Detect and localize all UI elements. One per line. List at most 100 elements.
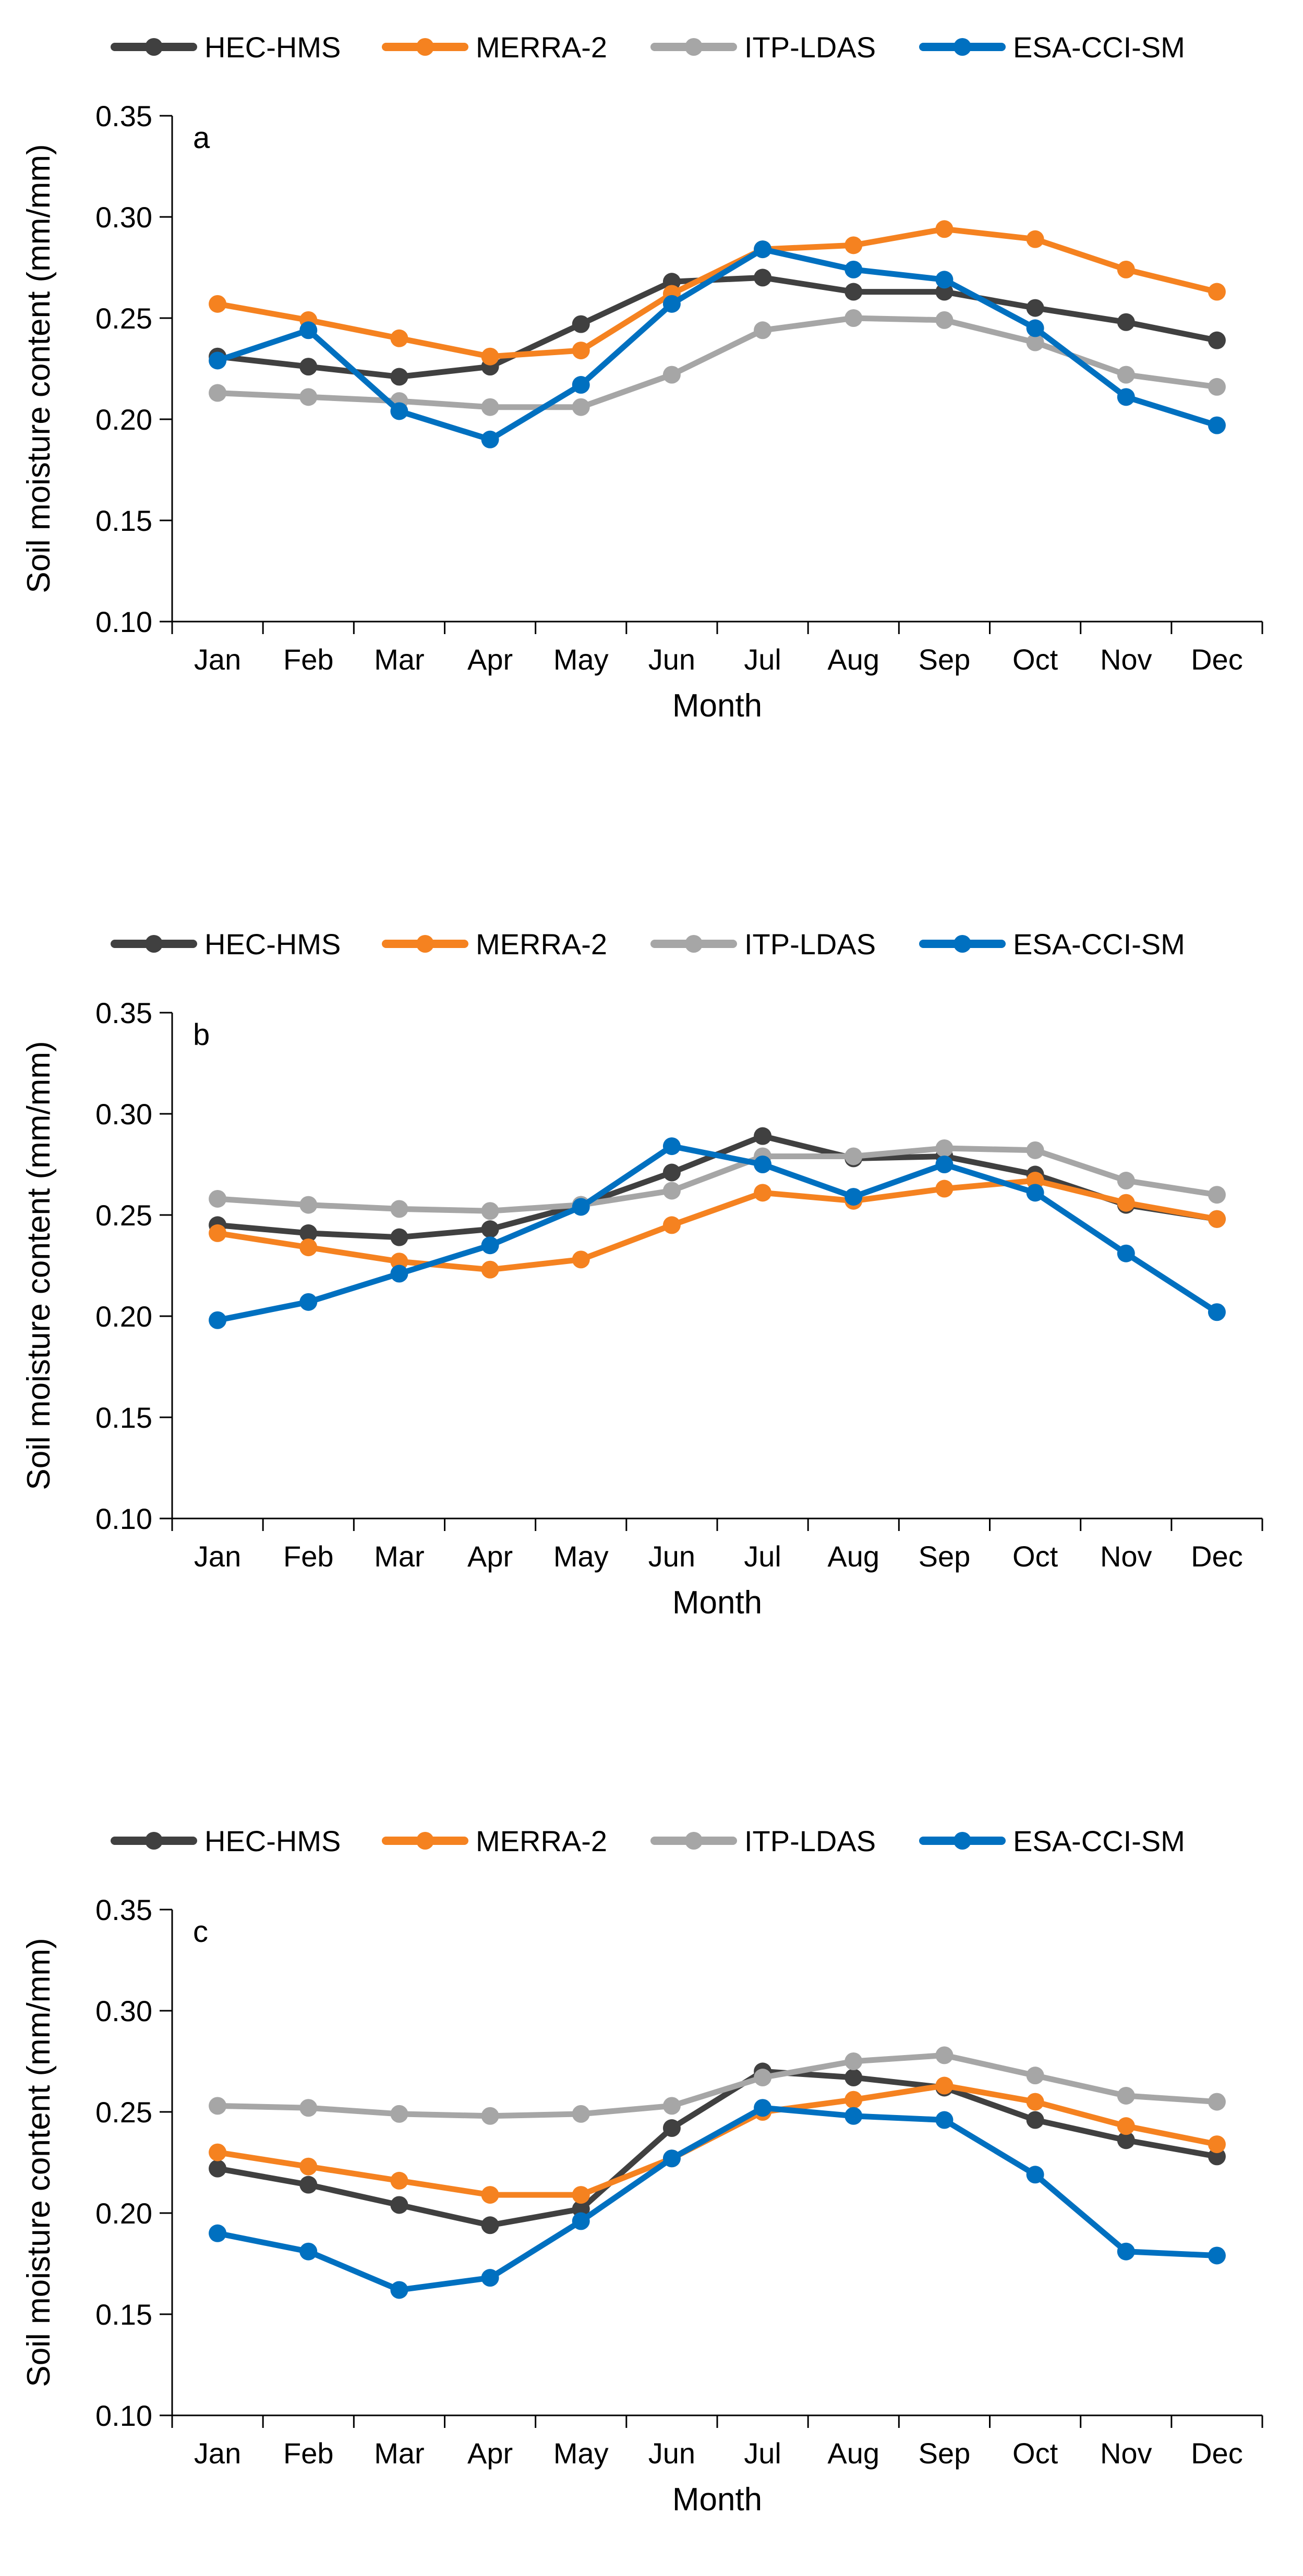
data-point [1117,313,1135,331]
data-point [299,2242,318,2261]
x-tick-label: Aug [827,1540,879,1573]
x-tick-label: Aug [827,2437,879,2470]
data-point [1208,2135,1226,2154]
data-point [1026,230,1044,248]
series-merra-2 [209,1172,1226,1279]
data-point [390,2281,408,2299]
data-point [481,2269,499,2287]
panel-label: c [193,1915,208,1949]
data-point [662,366,681,384]
data-point [844,2107,863,2125]
data-point [844,1147,863,1165]
data-point [572,342,590,360]
series-esa-cci-sm [209,1137,1226,1329]
x-tick-label: Oct [1012,2437,1058,2470]
data-point [754,240,772,259]
legend-item: MERRA-2 [382,31,607,64]
data-point [935,2076,954,2095]
legend-label: HEC-HMS [204,1825,341,1857]
data-point [481,430,499,448]
series-esa-cci-sm [209,240,1226,448]
data-point [209,295,227,313]
y-tick-label: 0.35 [95,1893,152,1926]
axes: 0.10 0.15 0.20 0.25 0.30 0.35 Jan Feb Mar Apr May J… [95,100,1263,676]
data-point [844,260,863,278]
data-point [1026,1141,1044,1159]
series-hec-hms [209,1127,1226,1246]
data-point [299,1238,318,1257]
chart-panel-a: HEC-HMS MERRA-2 ITP-LDAS ESA-CCI-SM a 0.10 0.1… [0,0,1303,782]
x-tick-label: Sep [919,2437,971,2470]
x-tick-label: Apr [467,643,513,676]
series-line [214,246,1220,443]
line-chart-a: HEC-HMS MERRA-2 ITP-LDAS ESA-CCI-SMa0.100.1… [21,31,1263,724]
data-point [390,1200,408,1218]
data-point [1208,1210,1226,1228]
data-point [1117,1172,1135,1190]
series-line [214,274,1220,380]
data-point [844,2052,863,2070]
legend-label: ITP-LDAS [744,31,876,64]
y-tick-label: 0.30 [95,1098,152,1131]
data-point [844,309,863,327]
data-point [390,2196,408,2214]
x-tick-label: Apr [467,1540,513,1573]
data-point [299,1224,318,1242]
x-tick-label: Nov [1100,2437,1152,2470]
data-point [935,271,954,289]
data-point [1117,2086,1135,2105]
data-point [1117,2242,1135,2261]
series-line [214,2052,1220,2119]
data-point [935,1180,954,1198]
legend-label: MERRA-2 [476,31,607,64]
data-point [209,2224,227,2242]
legend-swatch-marker [416,38,434,56]
y-tick-label: 0.15 [95,2298,152,2331]
x-tick-label: Oct [1012,643,1058,676]
y-tick-label: 0.35 [95,997,152,1029]
x-tick-label: Apr [467,2437,513,2470]
y-axis-label: Soil moisture content (mm/mm) [21,1041,57,1490]
data-point [572,2212,590,2230]
data-point [1208,2093,1226,2111]
x-tick-label: Nov [1100,1540,1152,1573]
data-point [481,1220,499,1238]
data-point [481,2186,499,2204]
x-tick-label: Jun [648,1540,695,1573]
x-tick-label: Jul [744,643,781,676]
legend-item: MERRA-2 [382,1825,607,1857]
data-point [390,2105,408,2123]
y-tick-label: 0.35 [95,100,152,132]
y-tick-label: 0.10 [95,605,152,638]
data-point [662,1163,681,1182]
data-point [299,2157,318,2176]
data-point [572,2105,590,2123]
legend-swatch-marker [685,1832,703,1850]
data-point [844,2091,863,2109]
x-tick-label: Sep [919,1540,971,1573]
legend-swatch-marker [416,1832,434,1850]
data-point [390,402,408,420]
data-point [299,358,318,376]
data-point [662,1216,681,1234]
legend-item: HEC-HMS [111,928,341,961]
x-tick-label: May [553,2437,609,2470]
data-point [662,1137,681,1156]
legend-swatch-marker [145,38,163,56]
data-point [1026,333,1044,351]
series-esa-cci-sm [209,2099,1226,2299]
data-point [754,1156,772,1173]
x-tick-label: Mar [374,2437,424,2470]
data-point [209,2143,227,2161]
legend: HEC-HMS MERRA-2 ITP-LDAS ESA-CCI-SM [111,31,1185,64]
x-tick-label: Jan [194,2437,241,2470]
data-point [1026,2111,1044,2129]
data-point [299,1196,318,1214]
data-point [844,283,863,301]
data-point [935,220,954,238]
legend: HEC-HMS MERRA-2 ITP-LDAS ESA-CCI-SM [111,928,1185,961]
data-point [754,2099,772,2117]
panel-label: a [193,121,210,155]
legend-swatch-marker [145,935,163,953]
y-tick-label: 0.25 [95,1199,152,1232]
